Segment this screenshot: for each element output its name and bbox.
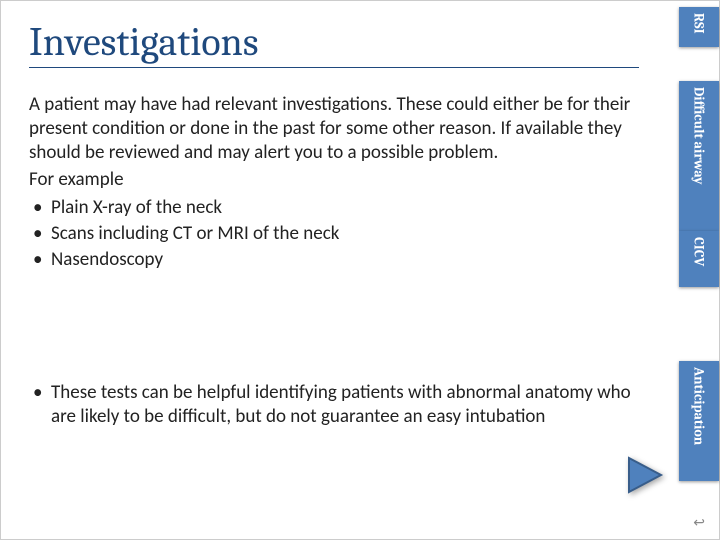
tab-label: RSI bbox=[691, 13, 708, 34]
tab-label: CICV bbox=[691, 237, 708, 266]
lead-text: For example bbox=[29, 168, 639, 192]
slide-title: Investigations bbox=[29, 19, 639, 68]
tab-rsi[interactable]: RSI bbox=[679, 7, 719, 47]
content-block-1: A patient may have had relevant investig… bbox=[29, 93, 639, 273]
intro-paragraph: A patient may have had relevant investig… bbox=[29, 93, 639, 164]
note-list: These tests can be helpful identifying p… bbox=[29, 381, 639, 429]
next-arrow-button[interactable] bbox=[621, 452, 667, 503]
tab-difficult-airway[interactable]: Difficult airway bbox=[679, 81, 719, 231]
tab-cicv[interactable]: CICV bbox=[679, 231, 719, 287]
example-list: Plain X-ray of the neck Scans including … bbox=[29, 196, 639, 271]
tab-label: Anticipation bbox=[691, 367, 708, 445]
play-arrow-icon bbox=[621, 452, 667, 498]
tab-label: Difficult airway bbox=[691, 87, 708, 185]
list-item: Scans including CT or MRI of the neck bbox=[29, 222, 639, 246]
return-icon[interactable]: ↩ bbox=[693, 514, 705, 531]
list-item: Plain X-ray of the neck bbox=[29, 196, 639, 220]
content-block-2: These tests can be helpful identifying p… bbox=[29, 381, 639, 431]
list-item: These tests can be helpful identifying p… bbox=[29, 381, 639, 429]
tab-anticipation[interactable]: Anticipation bbox=[679, 361, 719, 481]
slide: Investigations A patient may have had re… bbox=[0, 0, 720, 540]
list-item: Nasendoscopy bbox=[29, 248, 639, 272]
